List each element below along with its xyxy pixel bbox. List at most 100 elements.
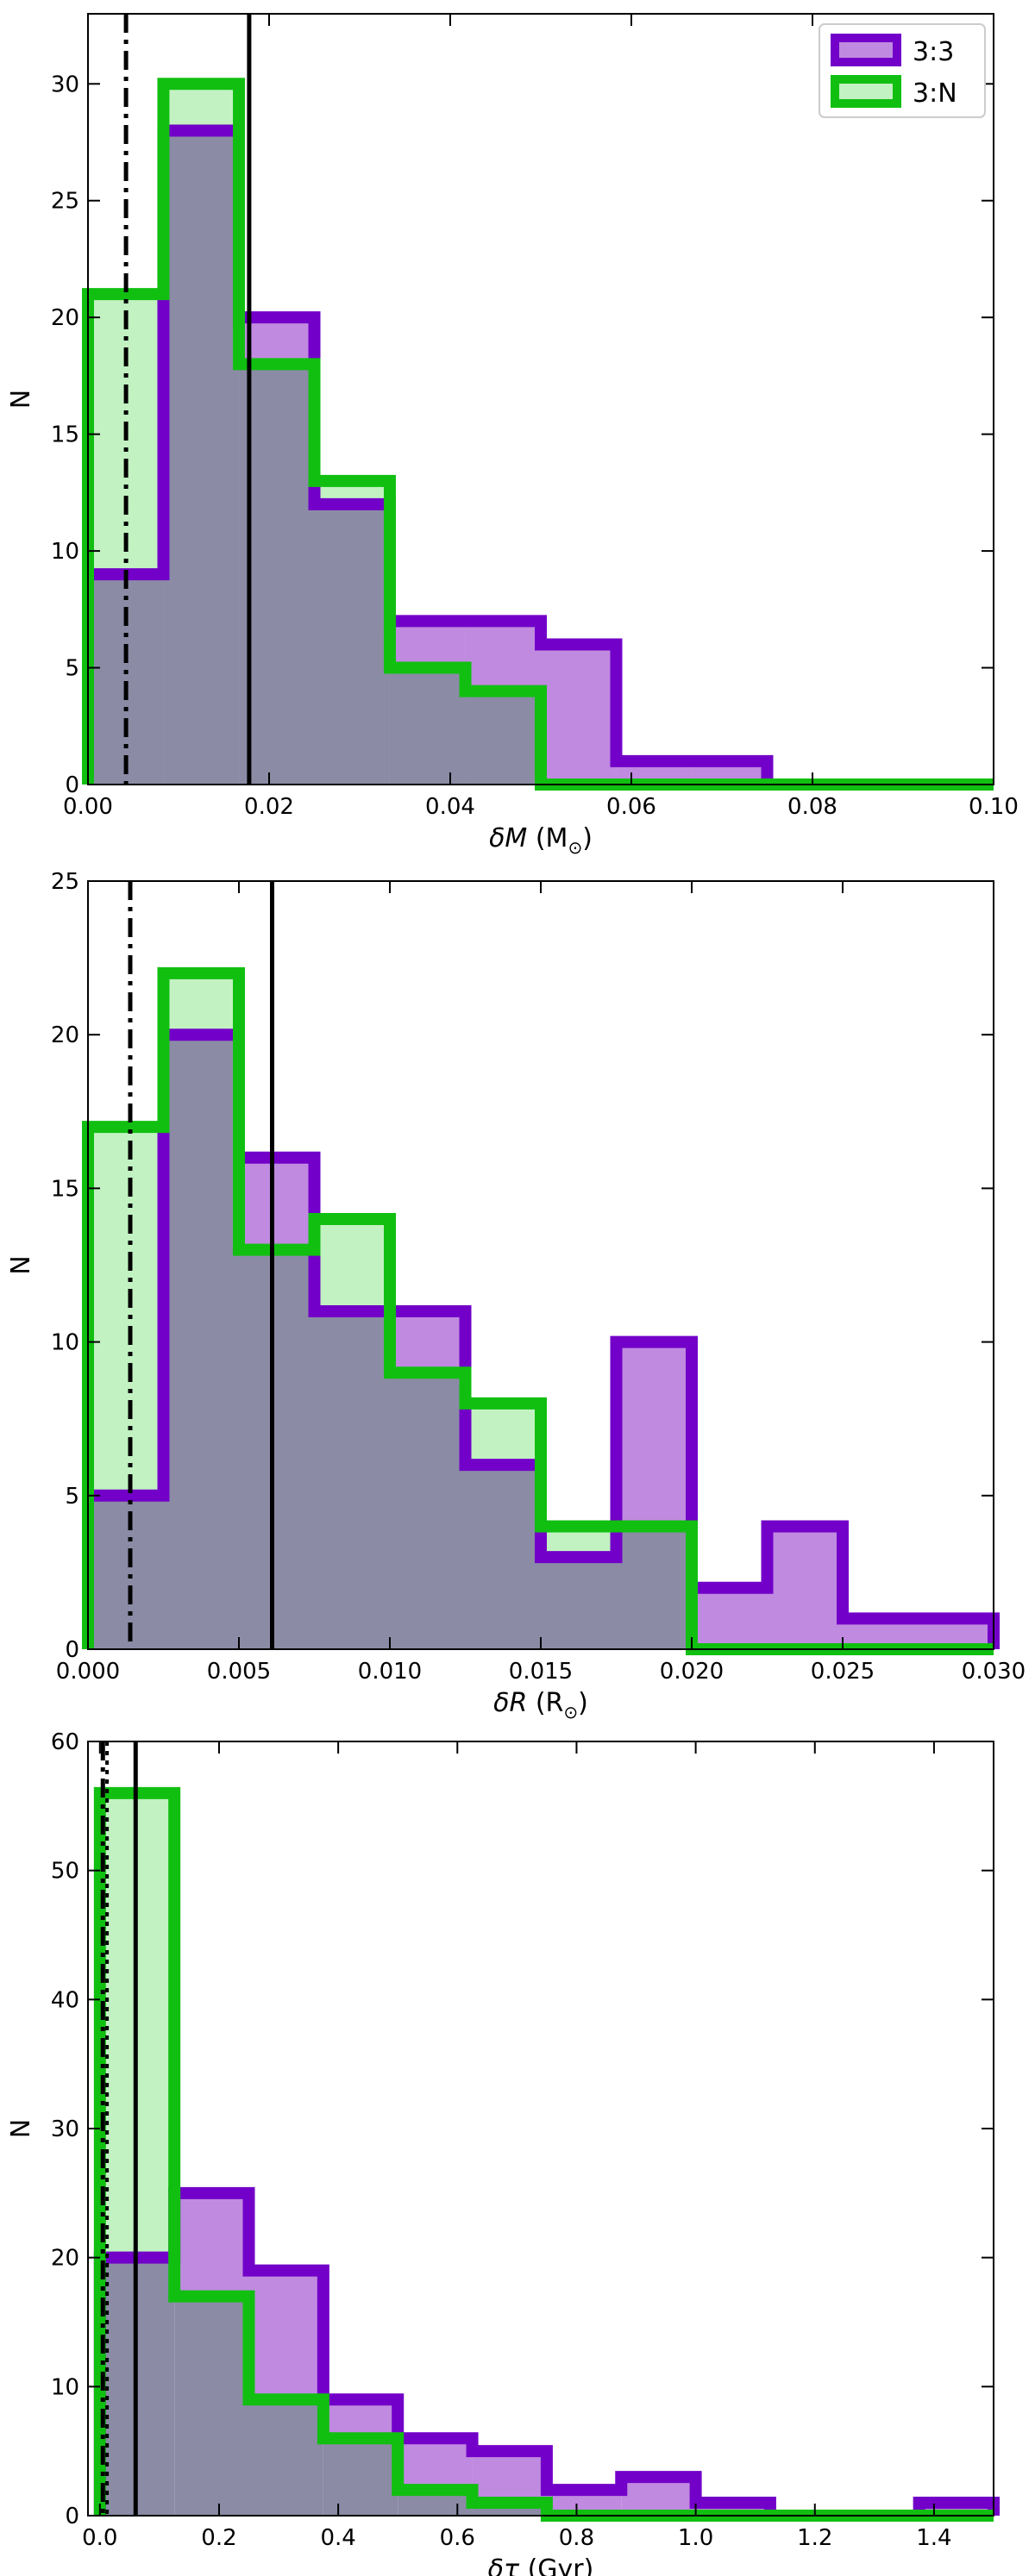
y-axis-label: N: [6, 390, 36, 409]
series-3-3-excess-fill: [390, 1310, 466, 1373]
y-tick-label: 30: [51, 2116, 79, 2142]
overlap-fill-segment: [616, 1526, 692, 1649]
x-tick-label: 1.4: [916, 2525, 951, 2551]
overlap-fill-segment: [239, 364, 315, 785]
bars-layer: [99, 1792, 994, 2516]
series-3-3-excess-fill: [389, 621, 466, 668]
lines-layer: [82, 966, 1000, 1655]
series-3-3-excess-fill: [621, 2477, 696, 2516]
x-axis-label: δR (R⊙): [493, 1688, 588, 1723]
series-3-3-excess-fill: [174, 2192, 249, 2297]
x-axis-unit: (R: [536, 1688, 564, 1718]
x-axis-symbol: δτ: [488, 2554, 528, 2576]
y-tick-label: 20: [51, 1022, 79, 1048]
x-tick-label: 0.0: [82, 2525, 117, 2551]
axes-frame: [87, 13, 994, 785]
y-tick-label: 10: [51, 2374, 79, 2400]
series-3-N-excess-fill: [163, 972, 239, 1035]
overlap-fill-segment: [88, 574, 164, 785]
x-tick-label: 0.4: [320, 2525, 355, 2551]
overlap-fill-segment: [88, 1495, 164, 1649]
lines-layer: [82, 78, 994, 791]
series-3-3-excess-fill: [398, 2438, 473, 2491]
x-tick-label: 0.025: [811, 1659, 875, 1685]
overlap-fill-segment: [248, 2399, 323, 2516]
x-axis-unit-close: ): [578, 1688, 588, 1718]
y-tick-label: 15: [51, 1176, 79, 1202]
x-axis-unit-subscript: ⊙: [563, 1702, 578, 1723]
bars-layer: [88, 972, 994, 1649]
panel-radius-histogram: 0.000 0.005 0.010 0.015 0.020 0.025 0.030 0 5 10 1…: [6, 869, 1026, 1723]
y-axis-label: N: [6, 1255, 36, 1274]
overlap-fill-segment: [390, 1372, 466, 1649]
y-tick-label: 20: [51, 2246, 79, 2272]
series-3-N-excess-fill: [163, 84, 240, 131]
overlap-fill-segment: [465, 1465, 541, 1649]
overlap-fill-segment: [314, 1310, 390, 1649]
series-3-3-excess-fill: [767, 1526, 843, 1649]
overlap-fill-segment: [239, 1249, 315, 1649]
x-tick-label: 0.00: [63, 794, 113, 820]
overlap-fill-segment: [163, 130, 240, 785]
series-3-3-excess-fill: [616, 1341, 692, 1527]
series-3-3-excess-fill: [692, 1587, 768, 1649]
x-axis-unit: (M: [536, 823, 568, 853]
x-tick-label: 0.8: [559, 2525, 594, 2551]
y-axis-label: N: [6, 2119, 36, 2138]
x-tick-label: 0.2: [201, 2525, 236, 2551]
y-tick-label: 10: [51, 539, 79, 565]
overlap-fill-segment: [174, 2296, 249, 2516]
y-tick-label: 0: [65, 772, 79, 798]
y-tick-label: 5: [65, 656, 79, 682]
reference-lines-layer: [128, 881, 274, 1649]
reference-lines-layer: [123, 14, 252, 785]
x-tick-label: 0.6: [440, 2525, 475, 2551]
overlap-fill-segment: [314, 503, 390, 785]
ticks-layer: 0.000 0.005 0.010 0.015 0.020 0.025 0.030 0 5 10 1…: [51, 869, 1026, 1685]
y-tick-label: 0: [65, 1637, 79, 1663]
x-axis-unit-close: ): [582, 823, 593, 853]
overlap-fill-segment: [323, 2438, 398, 2516]
series-3-N-excess-fill: [88, 1127, 164, 1496]
y-tick-label: 0: [65, 2504, 79, 2529]
x-tick-label: 1.2: [797, 2525, 832, 2551]
series-3-3-excess-fill: [541, 644, 617, 785]
x-tick-label: 0.005: [207, 1659, 271, 1685]
series-3-3-excess-fill: [239, 1157, 315, 1250]
legend-swatch-3-3: [831, 34, 901, 66]
y-tick-label: 10: [51, 1330, 79, 1356]
series-3-3-excess-fill: [323, 2399, 398, 2439]
series-3-3-excess-fill: [472, 2451, 547, 2504]
x-tick-label: 0.10: [969, 794, 1019, 820]
x-axis-label: δM (M⊙): [489, 823, 593, 858]
series-3-N-outline: [93, 1786, 994, 2522]
series-3-N-excess-fill: [465, 1403, 541, 1466]
x-axis-unit: (Gyr): [528, 2554, 594, 2576]
y-tick-label: 40: [51, 1987, 79, 2013]
series-3-3-excess-fill: [248, 2270, 323, 2400]
ticks-layer: 0.00 0.02 0.04 0.06 0.08 0.10 0 5 10 15 20 25 30: [51, 14, 1019, 820]
overlap-fill-segment: [389, 667, 466, 785]
x-tick-label: 0.02: [244, 794, 294, 820]
legend-label-3-3: 3:3: [913, 37, 954, 67]
x-tick-label: 1.0: [678, 2525, 713, 2551]
x-axis-symbol: δM: [489, 823, 536, 853]
x-axis-label: δτ (Gyr): [488, 2554, 594, 2576]
legend: 3:33:N: [819, 23, 986, 118]
x-tick-label: 0.015: [509, 1659, 573, 1685]
y-tick-label: 25: [51, 189, 79, 215]
x-tick-label: 0.020: [660, 1659, 724, 1685]
y-tick-label: 50: [51, 1859, 79, 1885]
y-tick-label: 30: [51, 72, 79, 97]
y-tick-label: 25: [51, 869, 79, 895]
x-axis-unit-subscript: ⊙: [568, 837, 582, 858]
x-tick-label: 0.08: [787, 794, 837, 820]
series-3-3-excess-fill: [465, 621, 541, 691]
series-3-N-outline: [82, 966, 994, 1655]
y-tick-label: 15: [51, 422, 79, 448]
overlap-fill-segment: [541, 1557, 617, 1649]
series-3-3-excess-fill: [239, 317, 315, 365]
bars-layer: [88, 84, 768, 785]
plot-border: [87, 13, 994, 785]
